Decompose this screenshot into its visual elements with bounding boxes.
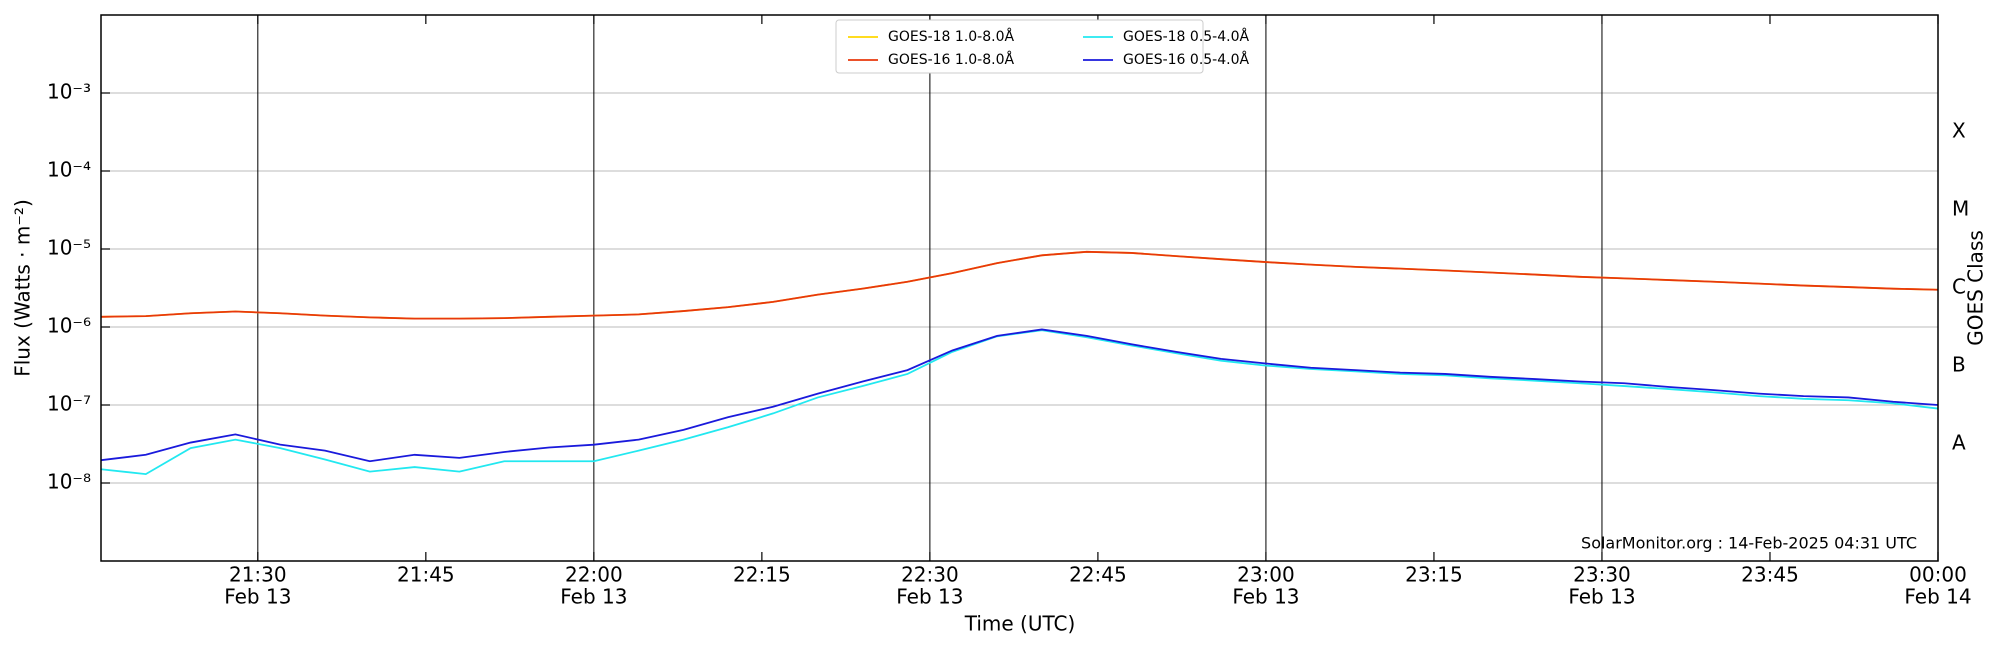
x-tick-sublabel: Feb 14: [1904, 585, 1971, 609]
x-tick-label: 21:30: [229, 563, 287, 587]
x-tick-label: 21:45: [397, 563, 455, 587]
y-tick-label: 10⁻⁴: [47, 158, 91, 182]
legend-label: GOES-18 1.0-8.0Å: [888, 28, 1014, 45]
x-tick-label: 23:30: [1573, 563, 1631, 587]
y-tick-label: 10⁻⁶: [47, 314, 91, 338]
x-tick-sublabel: Feb 13: [1568, 585, 1635, 609]
grid: [101, 15, 1938, 561]
x-tick-sublabel: Feb 13: [224, 585, 291, 609]
x-tick-label: 22:30: [901, 563, 959, 587]
y2-tick-label: X: [1952, 119, 1966, 143]
x-tick-label: 23:00: [1237, 563, 1295, 587]
y-tick-label: 10⁻⁸: [47, 470, 91, 494]
y2-axis-label: GOES Class: [1964, 230, 1988, 346]
legend-label: GOES-16 1.0-8.0Å: [888, 51, 1014, 68]
x-tick-sublabel: Feb 13: [560, 585, 627, 609]
series-line: [100, 329, 1939, 476]
legend-label: GOES-16 0.5-4.0Å: [1123, 51, 1249, 68]
y-tick-label: 10⁻⁷: [47, 392, 91, 416]
y2-tick-label: A: [1952, 431, 1966, 455]
y2-tick-label: B: [1952, 353, 1966, 377]
plot-lines: [100, 250, 1939, 476]
legend: GOES-18 1.0-8.0Å GOES-16 1.0-8.0Å GOES-18 …: [848, 28, 1249, 68]
x-tick-sublabel: Feb 13: [1232, 585, 1299, 609]
y-tick-label: 10⁻³: [47, 80, 91, 104]
x-tick-label: 22:15: [733, 563, 791, 587]
y2-tick-label: M: [1952, 197, 1969, 221]
y2-tick-label: C: [1952, 275, 1966, 299]
annotation: SolarMonitor.org : 14-Feb-2025 04:31 UTC: [1581, 534, 1917, 553]
x-tick-label: 22:00: [565, 563, 623, 587]
x-axis-label: Time (UTC): [964, 612, 1076, 636]
y-tick-label: 10⁻⁵: [47, 236, 91, 260]
x-tick-sublabel: Feb 13: [896, 585, 963, 609]
x-tick-label: 00:00: [1909, 563, 1967, 587]
legend-label: GOES-18 0.5-4.0Å: [1123, 28, 1249, 45]
y-axis-label: Flux (Watts · m⁻²): [11, 199, 35, 377]
series-line: [100, 250, 1939, 320]
series-line: [100, 250, 1939, 320]
x-tick-label: 22:45: [1069, 563, 1127, 587]
x-tick-label: 23:45: [1741, 563, 1799, 587]
plot-frame: [100, 14, 1939, 562]
series-line: [100, 328, 1939, 463]
x-tick-label: 23:15: [1405, 563, 1463, 587]
